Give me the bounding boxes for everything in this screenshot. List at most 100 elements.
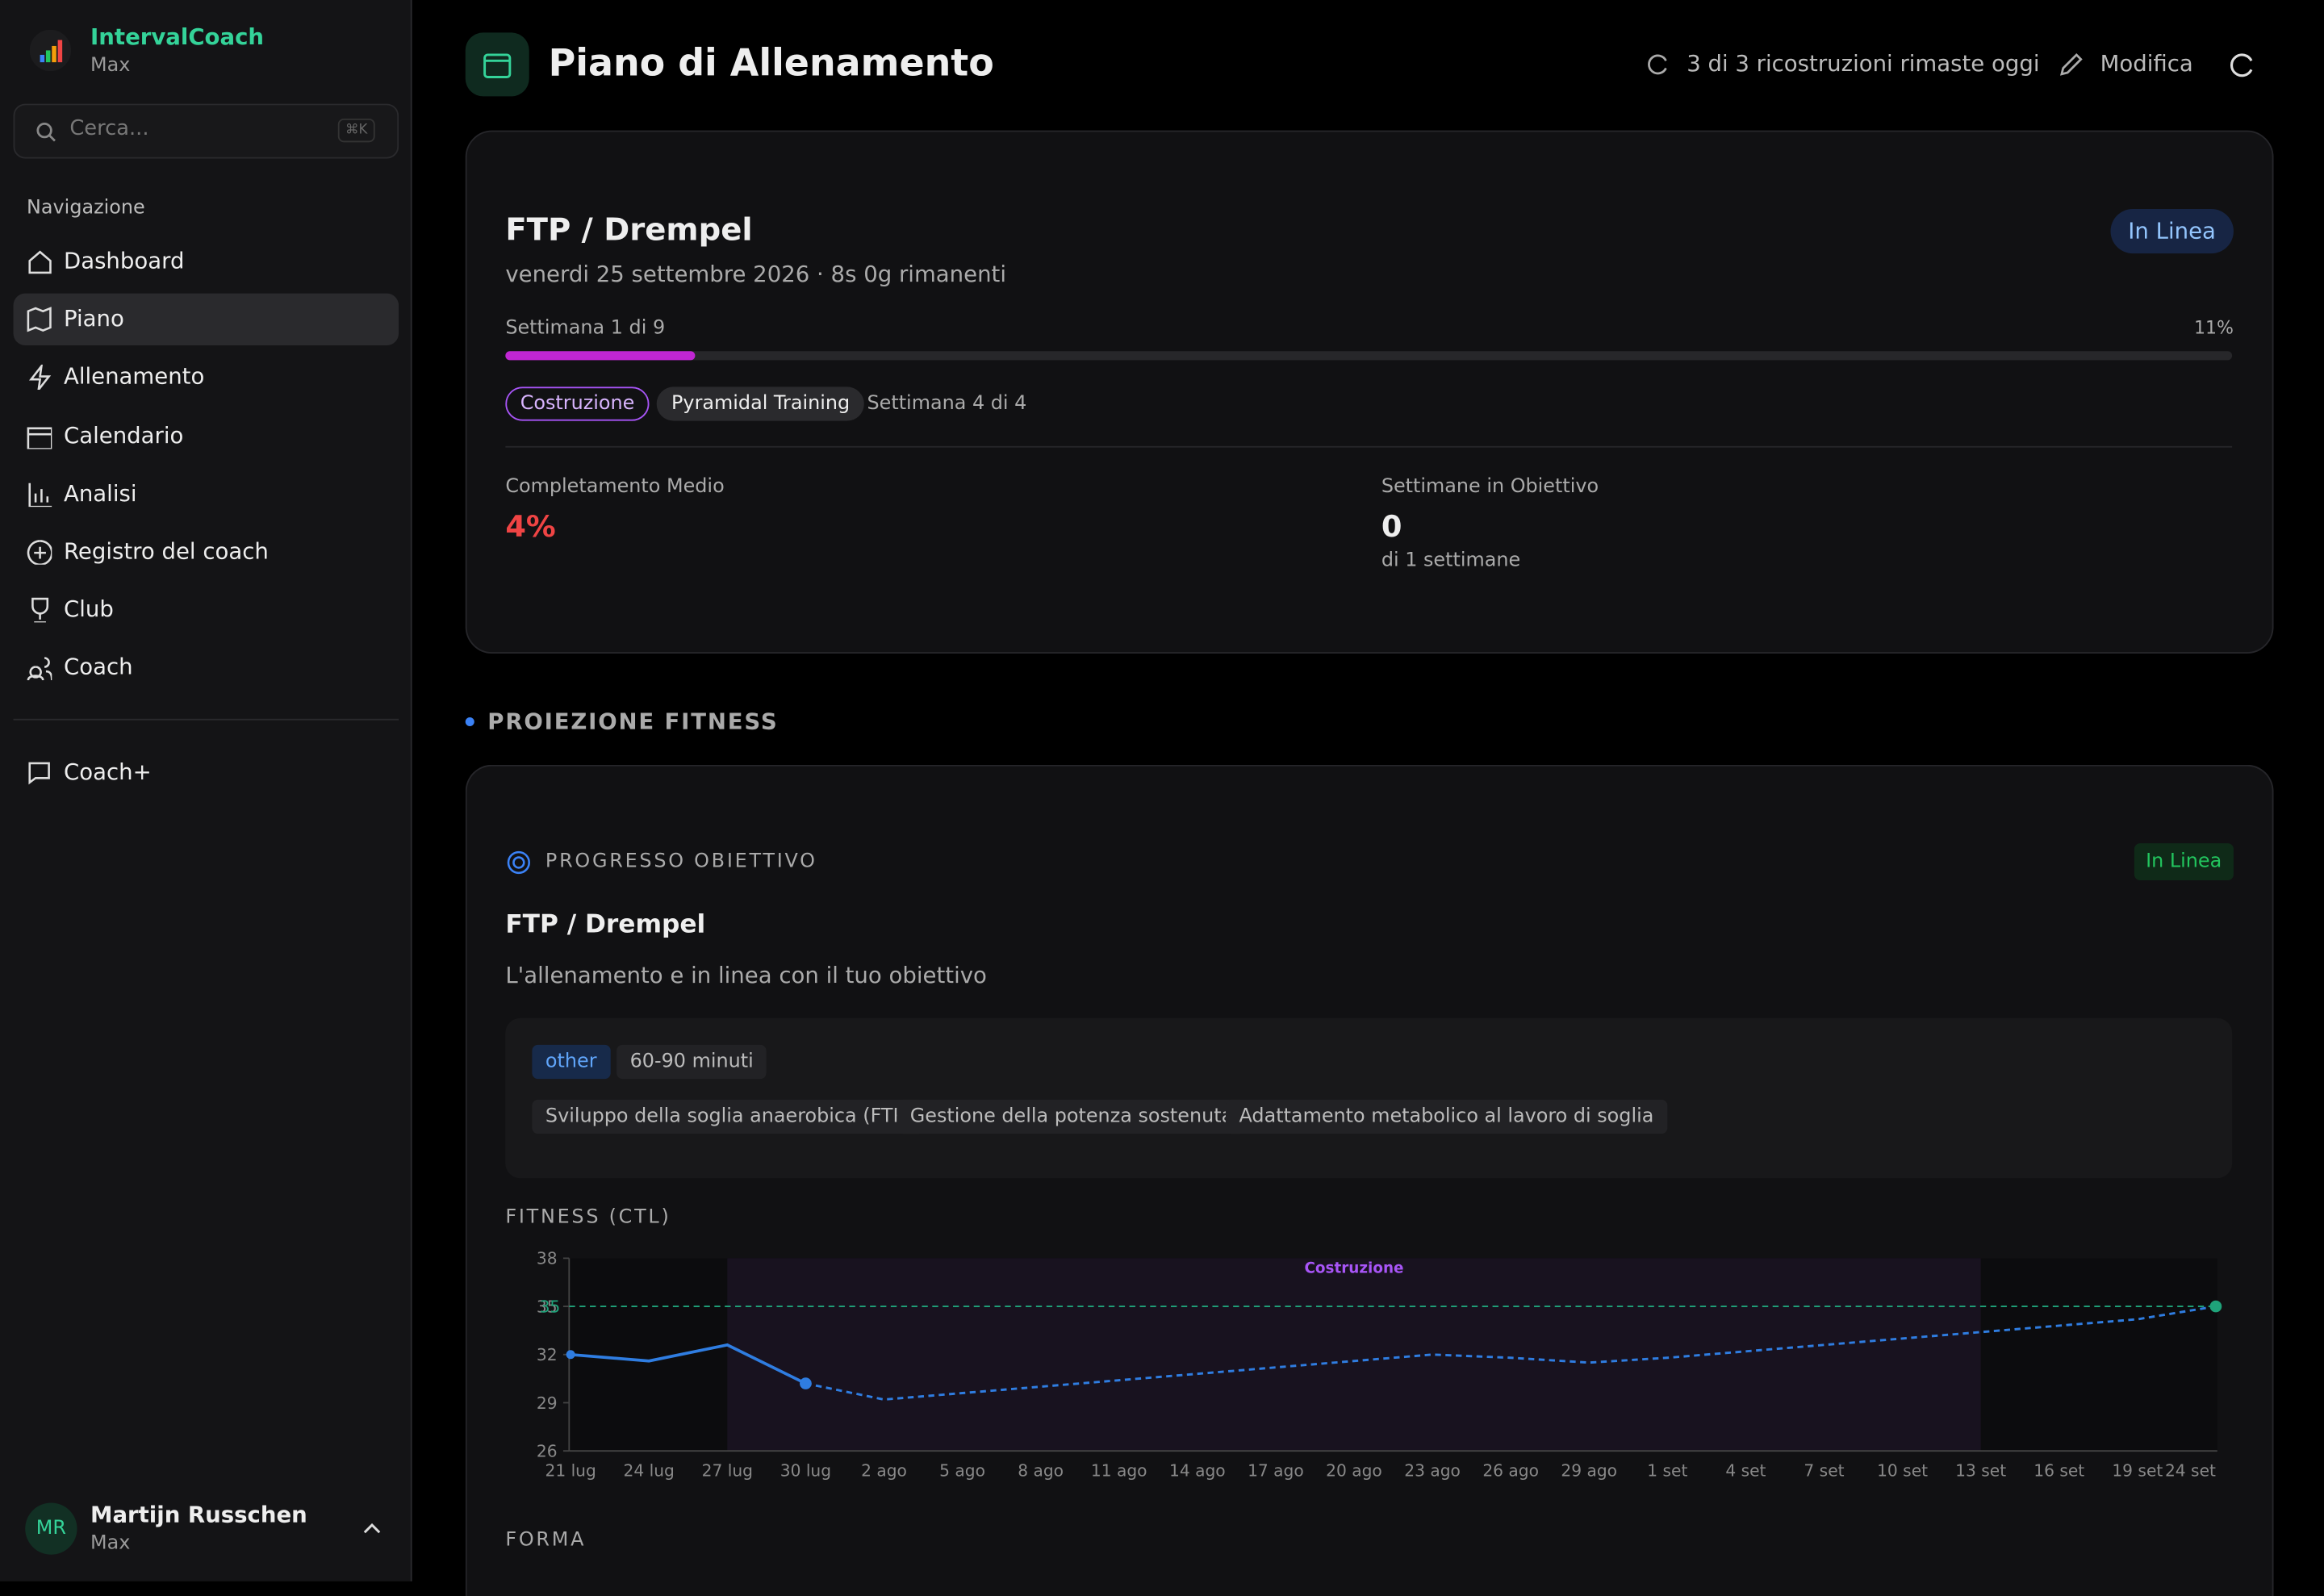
nav-label: Dashboard: [63, 247, 185, 274]
x-tick-label: 10 set: [1877, 1460, 1928, 1480]
nav-label: Coach+: [63, 758, 152, 786]
goal-title: FTP / Drempel: [505, 909, 706, 940]
status-badge: In Linea: [2134, 843, 2234, 881]
nav-item[interactable]: Registro del coach: [14, 526, 399, 578]
nav-label: Allenamento: [63, 363, 205, 391]
edit-button[interactable]: Modifica: [2100, 50, 2193, 77]
fitness-chart: Costruzione 26 29 32 35 38 21 lug 24 lug 27 lug 3…: [537, 1249, 2222, 1480]
nav-label: Coach: [63, 654, 133, 681]
nav-label: Analisi: [63, 479, 137, 507]
y-tick-label: 38: [537, 1249, 558, 1268]
x-tick-label: 27 lug: [702, 1460, 753, 1480]
series-line: [805, 1305, 2217, 1401]
page-title: Piano di Allenamento: [548, 41, 994, 85]
target-label: 35: [540, 1297, 561, 1316]
progress-bar: [505, 351, 696, 361]
block-week: Settimana 4 di 4: [867, 392, 1027, 416]
chevron[interactable]: [363, 1520, 381, 1535]
tag: 60-90 minuti: [617, 1044, 767, 1080]
sidebar: IntervalCoach Max Cerca... ⌘K Navigazion…: [0, 0, 412, 1581]
search[interactable]: Cerca... ⌘K: [13, 103, 399, 159]
progress-label: 11%: [2193, 317, 2234, 338]
goal-card: FTP / Drempel venerdi 25 settembre 2026 …: [465, 130, 2274, 654]
block-chip: Pyramidal Training: [656, 386, 865, 421]
avatar: MR: [25, 1502, 77, 1555]
next-section: FORMA: [505, 1529, 587, 1552]
edit-icon: [2059, 53, 2083, 76]
x-tick-label: 14 ago: [1169, 1460, 1226, 1480]
icon: [28, 365, 52, 391]
nav-section: Navigazione: [27, 197, 145, 219]
x-tick-label: 29 ago: [1561, 1460, 1617, 1480]
phase-label: Costruzione: [1304, 1260, 1403, 1277]
x-tick-label: 4 set: [1725, 1460, 1766, 1480]
nav-item[interactable]: Dashboard: [14, 236, 399, 287]
phase-band: [727, 1258, 1981, 1452]
nav-label: Calendario: [63, 421, 184, 449]
y-tick-label: 32: [537, 1345, 558, 1364]
page-icon: [465, 32, 529, 97]
stat-value: 0: [1381, 508, 1402, 545]
series-point: [800, 1377, 812, 1389]
rebuild-icon: [1648, 54, 1667, 75]
nav-item[interactable]: Calendario: [14, 410, 399, 462]
icon: [31, 598, 49, 623]
icon: [28, 483, 52, 507]
y-tick-label: 29: [537, 1393, 558, 1413]
logo: [29, 29, 72, 72]
chart-title: FITNESS (CTL): [505, 1206, 671, 1229]
icon: [28, 250, 52, 274]
phase-chip: Costruzione: [505, 386, 650, 421]
rebuilds: 3 di 3 ricostruzioni rimaste oggi: [1687, 50, 2040, 77]
x-tick-label: 11 ago: [1091, 1460, 1147, 1480]
nav-item[interactable]: Piano: [13, 294, 399, 346]
series-point: [566, 1350, 575, 1360]
user-plan: Max: [90, 1532, 131, 1555]
divider: [505, 445, 2233, 448]
icon: [27, 540, 52, 565]
week-label: Settimana 1 di 9: [505, 317, 666, 340]
shortcut: ⌘K: [337, 118, 375, 143]
nav-label: Club: [63, 595, 114, 623]
description: L'allenamento e in linea con il tuo obie…: [505, 962, 987, 989]
status-badge: In Linea: [2110, 208, 2234, 254]
x-tick-label: 26 ago: [1482, 1460, 1539, 1480]
divider: [13, 718, 399, 721]
section-title: PROIEZIONE FITNESS: [487, 708, 779, 736]
projection-card: PROGRESSO OBIETTIVO In Linea FTP / Dremp…: [465, 764, 2274, 1596]
progress-track: [505, 351, 2233, 361]
x-tick-label: 24 lug: [624, 1460, 675, 1480]
refresh-button[interactable]: [2229, 52, 2255, 78]
x-tick-label: 30 lug: [780, 1460, 831, 1480]
x-tick-label: 16 set: [2034, 1460, 2084, 1480]
icon: [27, 426, 52, 449]
x-tick-label: 5 ago: [939, 1460, 985, 1480]
y-tick-label: 35: [537, 1297, 558, 1316]
user-name: Martijn Russchen: [90, 1501, 307, 1528]
nav-label: Registro del coach: [63, 537, 269, 565]
nav-item[interactable]: Allenamento: [14, 352, 399, 403]
nav-item[interactable]: Coach+: [14, 747, 399, 799]
plot-bg: [569, 1258, 2217, 1452]
x-tick-label: 24 set: [2165, 1460, 2216, 1480]
focus: Sviluppo della soglia anaerobica (FTP): [532, 1099, 926, 1134]
bullet: [465, 717, 474, 726]
nav-item[interactable]: Analisi: [14, 468, 399, 520]
calendar-icon: [483, 53, 512, 78]
stat-label: Settimane in Obiettivo: [1381, 475, 1599, 499]
nav-item[interactable]: Club: [14, 584, 399, 636]
badge: PROGRESSO OBIETTIVO: [545, 850, 817, 873]
focus: Adattamento metabolico al lavoro di sogl…: [1225, 1099, 1667, 1134]
goal-subtitle: venerdi 25 settembre 2026 · 8s 0g rimane…: [505, 261, 1007, 288]
series-line: [570, 1343, 807, 1385]
details: other 60-90 minuti Sviluppo della soglia…: [505, 1017, 2233, 1179]
x-tick-label: 7 set: [1804, 1460, 1844, 1480]
icon: [28, 762, 50, 785]
nav-item[interactable]: Coach: [14, 642, 399, 694]
focus: Gestione della potenza sostenuta: [897, 1099, 1247, 1134]
app-name: IntervalCoach: [90, 23, 265, 51]
x-tick-label: 1 set: [1647, 1460, 1687, 1480]
icon: [27, 307, 52, 332]
